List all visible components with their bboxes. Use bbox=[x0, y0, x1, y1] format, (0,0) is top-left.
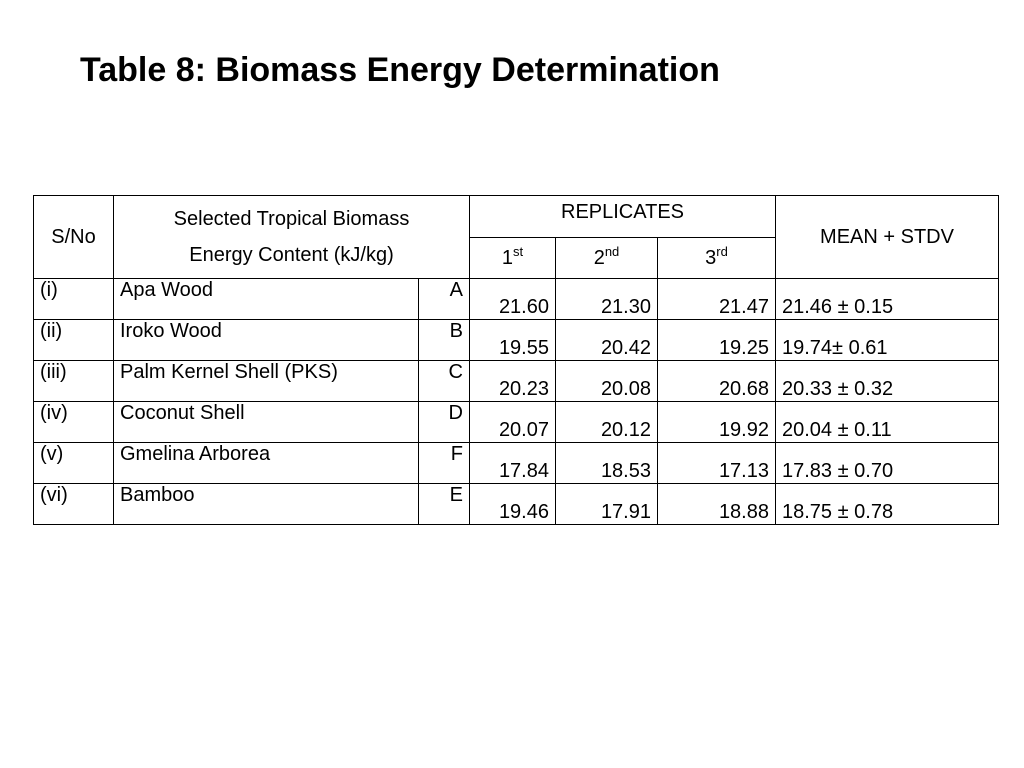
row-replicate-1: 20.23 bbox=[469, 360, 556, 402]
row-sno: (i) bbox=[33, 278, 114, 320]
table-row: (iv) Coconut Shell D 20.07 20.12 19.92 2… bbox=[33, 401, 999, 443]
header-replicate-2: 2nd bbox=[555, 237, 658, 279]
row-replicate-3: 19.25 bbox=[657, 319, 776, 361]
row-replicate-1: 21.60 bbox=[469, 278, 556, 320]
row-sno: (iii) bbox=[33, 360, 114, 402]
header-replicate-1: 1st bbox=[469, 237, 556, 279]
replicate-2-suffix: nd bbox=[604, 243, 620, 259]
row-sno: (ii) bbox=[33, 319, 114, 361]
row-code: A bbox=[418, 278, 470, 320]
row-code: B bbox=[418, 319, 470, 361]
row-replicate-1: 19.46 bbox=[469, 483, 556, 525]
row-sno: (vi) bbox=[33, 483, 114, 525]
replicate-1-number: 1 bbox=[501, 246, 513, 269]
table-row: (iii) Palm Kernel Shell (PKS) C 20.23 20… bbox=[33, 360, 999, 402]
row-sno: (v) bbox=[33, 442, 114, 484]
replicate-3-suffix: rd bbox=[716, 243, 728, 259]
row-replicate-1: 20.07 bbox=[469, 401, 556, 443]
row-replicate-2: 17.91 bbox=[555, 483, 658, 525]
row-replicate-2: 20.08 bbox=[555, 360, 658, 402]
row-replicate-1: 17.84 bbox=[469, 442, 556, 484]
replicate-3-number: 3 bbox=[705, 246, 717, 269]
row-replicate-1: 19.55 bbox=[469, 319, 556, 361]
row-replicate-2: 20.42 bbox=[555, 319, 658, 361]
row-mean-stdv: 17.83 ± 0.70 bbox=[775, 442, 999, 484]
row-mean-stdv: 21.46 ± 0.15 bbox=[775, 278, 999, 320]
row-replicate-3: 19.92 bbox=[657, 401, 776, 443]
row-code: F bbox=[418, 442, 470, 484]
header-replicates: REPLICATES bbox=[469, 195, 776, 238]
table-row: (i) Apa Wood A 21.60 21.30 21.47 21.46 ±… bbox=[33, 278, 999, 320]
row-mean-stdv: 20.04 ± 0.11 bbox=[775, 401, 999, 443]
row-biomass-name: Gmelina Arborea bbox=[113, 442, 419, 484]
replicate-1-suffix: st bbox=[513, 243, 524, 259]
table-row: (vi) Bamboo E 19.46 17.91 18.88 18.75 ± … bbox=[33, 483, 999, 525]
header-biomass-line1: Selected Tropical Biomass bbox=[173, 208, 410, 230]
row-mean-stdv: 18.75 ± 0.78 bbox=[775, 483, 999, 525]
header-mean-stdv: MEAN + STDV bbox=[775, 195, 999, 279]
header-replicate-3: 3rd bbox=[657, 237, 776, 279]
row-biomass-name: Apa Wood bbox=[113, 278, 419, 320]
table-row: (ii) Iroko Wood B 19.55 20.42 19.25 19.7… bbox=[33, 319, 999, 361]
header-biomass: Selected Tropical Biomass Energy Content… bbox=[113, 195, 470, 279]
replicate-2-number: 2 bbox=[593, 246, 605, 269]
row-replicate-3: 20.68 bbox=[657, 360, 776, 402]
row-code: D bbox=[418, 401, 470, 443]
header-biomass-line2: Energy Content (kJ/kg) bbox=[189, 244, 394, 266]
row-code: C bbox=[418, 360, 470, 402]
row-replicate-2: 20.12 bbox=[555, 401, 658, 443]
row-replicate-3: 17.13 bbox=[657, 442, 776, 484]
row-biomass-name: Iroko Wood bbox=[113, 319, 419, 361]
row-replicate-2: 21.30 bbox=[555, 278, 658, 320]
row-biomass-name: Palm Kernel Shell (PKS) bbox=[113, 360, 419, 402]
header-sno: S/No bbox=[33, 195, 114, 279]
row-mean-stdv: 19.74± 0.61 bbox=[775, 319, 999, 361]
table-row: (v) Gmelina Arborea F 17.84 18.53 17.13 … bbox=[33, 442, 999, 484]
row-biomass-name: Coconut Shell bbox=[113, 401, 419, 443]
biomass-energy-table: S/No Selected Tropical Biomass Energy Co… bbox=[33, 195, 999, 525]
row-replicate-2: 18.53 bbox=[555, 442, 658, 484]
row-code: E bbox=[418, 483, 470, 525]
row-replicate-3: 21.47 bbox=[657, 278, 776, 320]
row-mean-stdv: 20.33 ± 0.32 bbox=[775, 360, 999, 402]
row-biomass-name: Bamboo bbox=[113, 483, 419, 525]
page-title: Table 8: Biomass Energy Determination bbox=[80, 51, 720, 89]
row-replicate-3: 18.88 bbox=[657, 483, 776, 525]
row-sno: (iv) bbox=[33, 401, 114, 443]
